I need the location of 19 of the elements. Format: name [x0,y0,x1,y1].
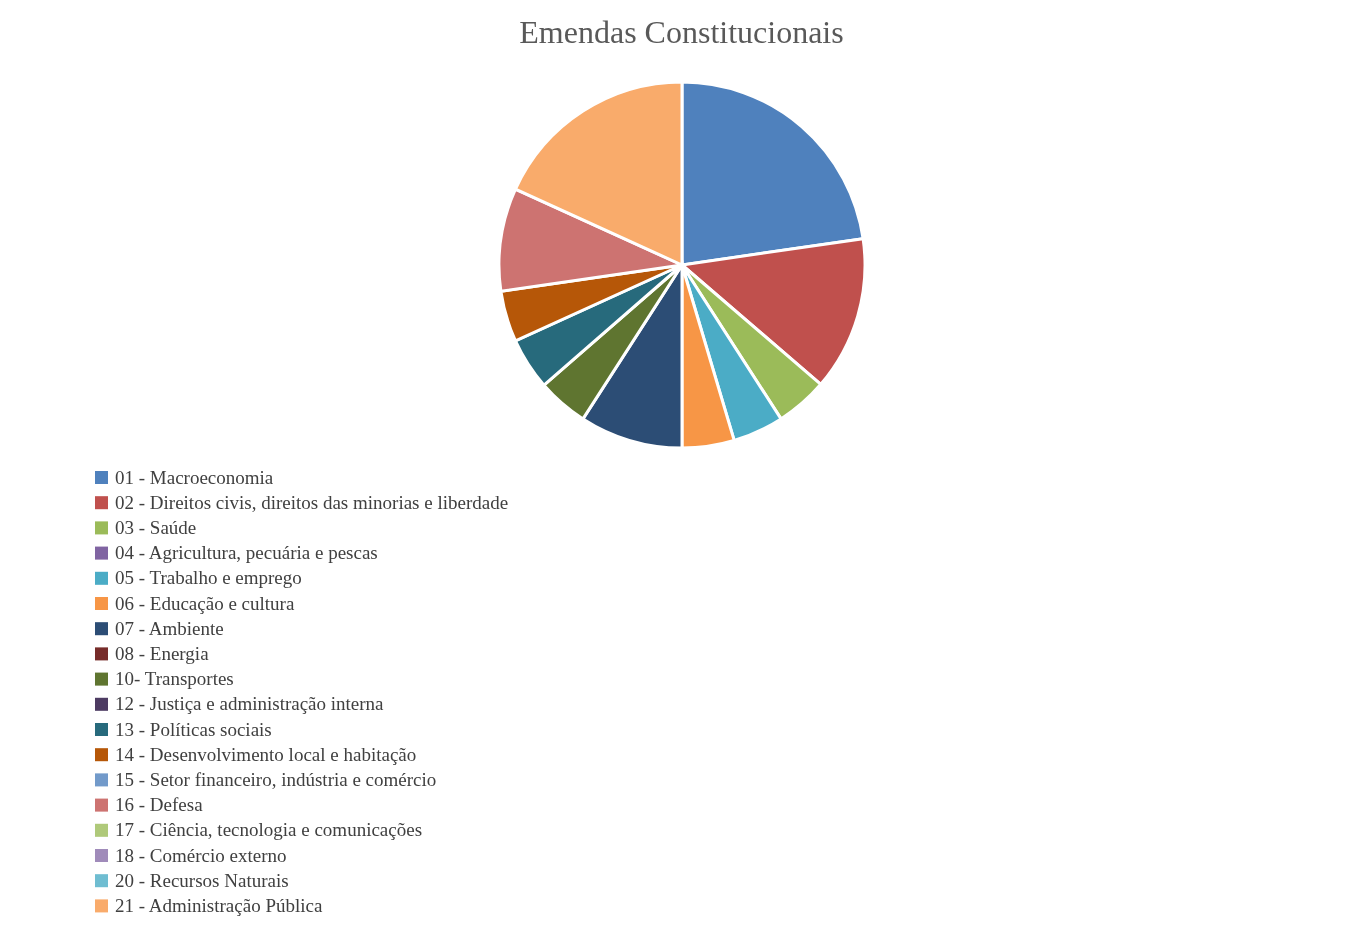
legend-label: 06 - Educação e cultura [115,592,295,614]
legend-label: 08 - Energia [115,642,210,664]
legend-label: 17 - Ciência, tecnologia e comunicações [115,819,423,841]
legend-label: 16 - Defesa [115,794,204,816]
chart-title: Emendas Constitucionais [519,14,844,50]
legend-label: 01 - Macroeconomia [115,466,274,488]
legend-label: 13 - Políticas sociais [115,718,272,740]
legend-label: 12 - Justiça e administração interna [115,693,385,715]
legend-label: 10- Transportes [115,668,234,690]
legend-label: 20 - Recursos Naturais [115,869,289,891]
legend-label: 03 - Saúde [115,516,197,538]
legend-label: 15 - Setor financeiro, indústria e comércio [115,768,437,790]
legend-label: 14 - Desenvolvimento local e habitação [115,743,417,765]
legend-label: 18 - Comércio externo [115,844,287,866]
legend-label: 04 - Agricultura, pecuária e pescas [115,542,378,564]
legend-label: 07 - Ambiente [115,617,224,639]
legend-label: 02 - Direitos civis, direitos das minorias e liberdade [115,491,509,513]
legend-label: 05 - Trabalho e emprego [115,567,302,589]
legend-label: 21 - Administração Pública [115,894,323,916]
